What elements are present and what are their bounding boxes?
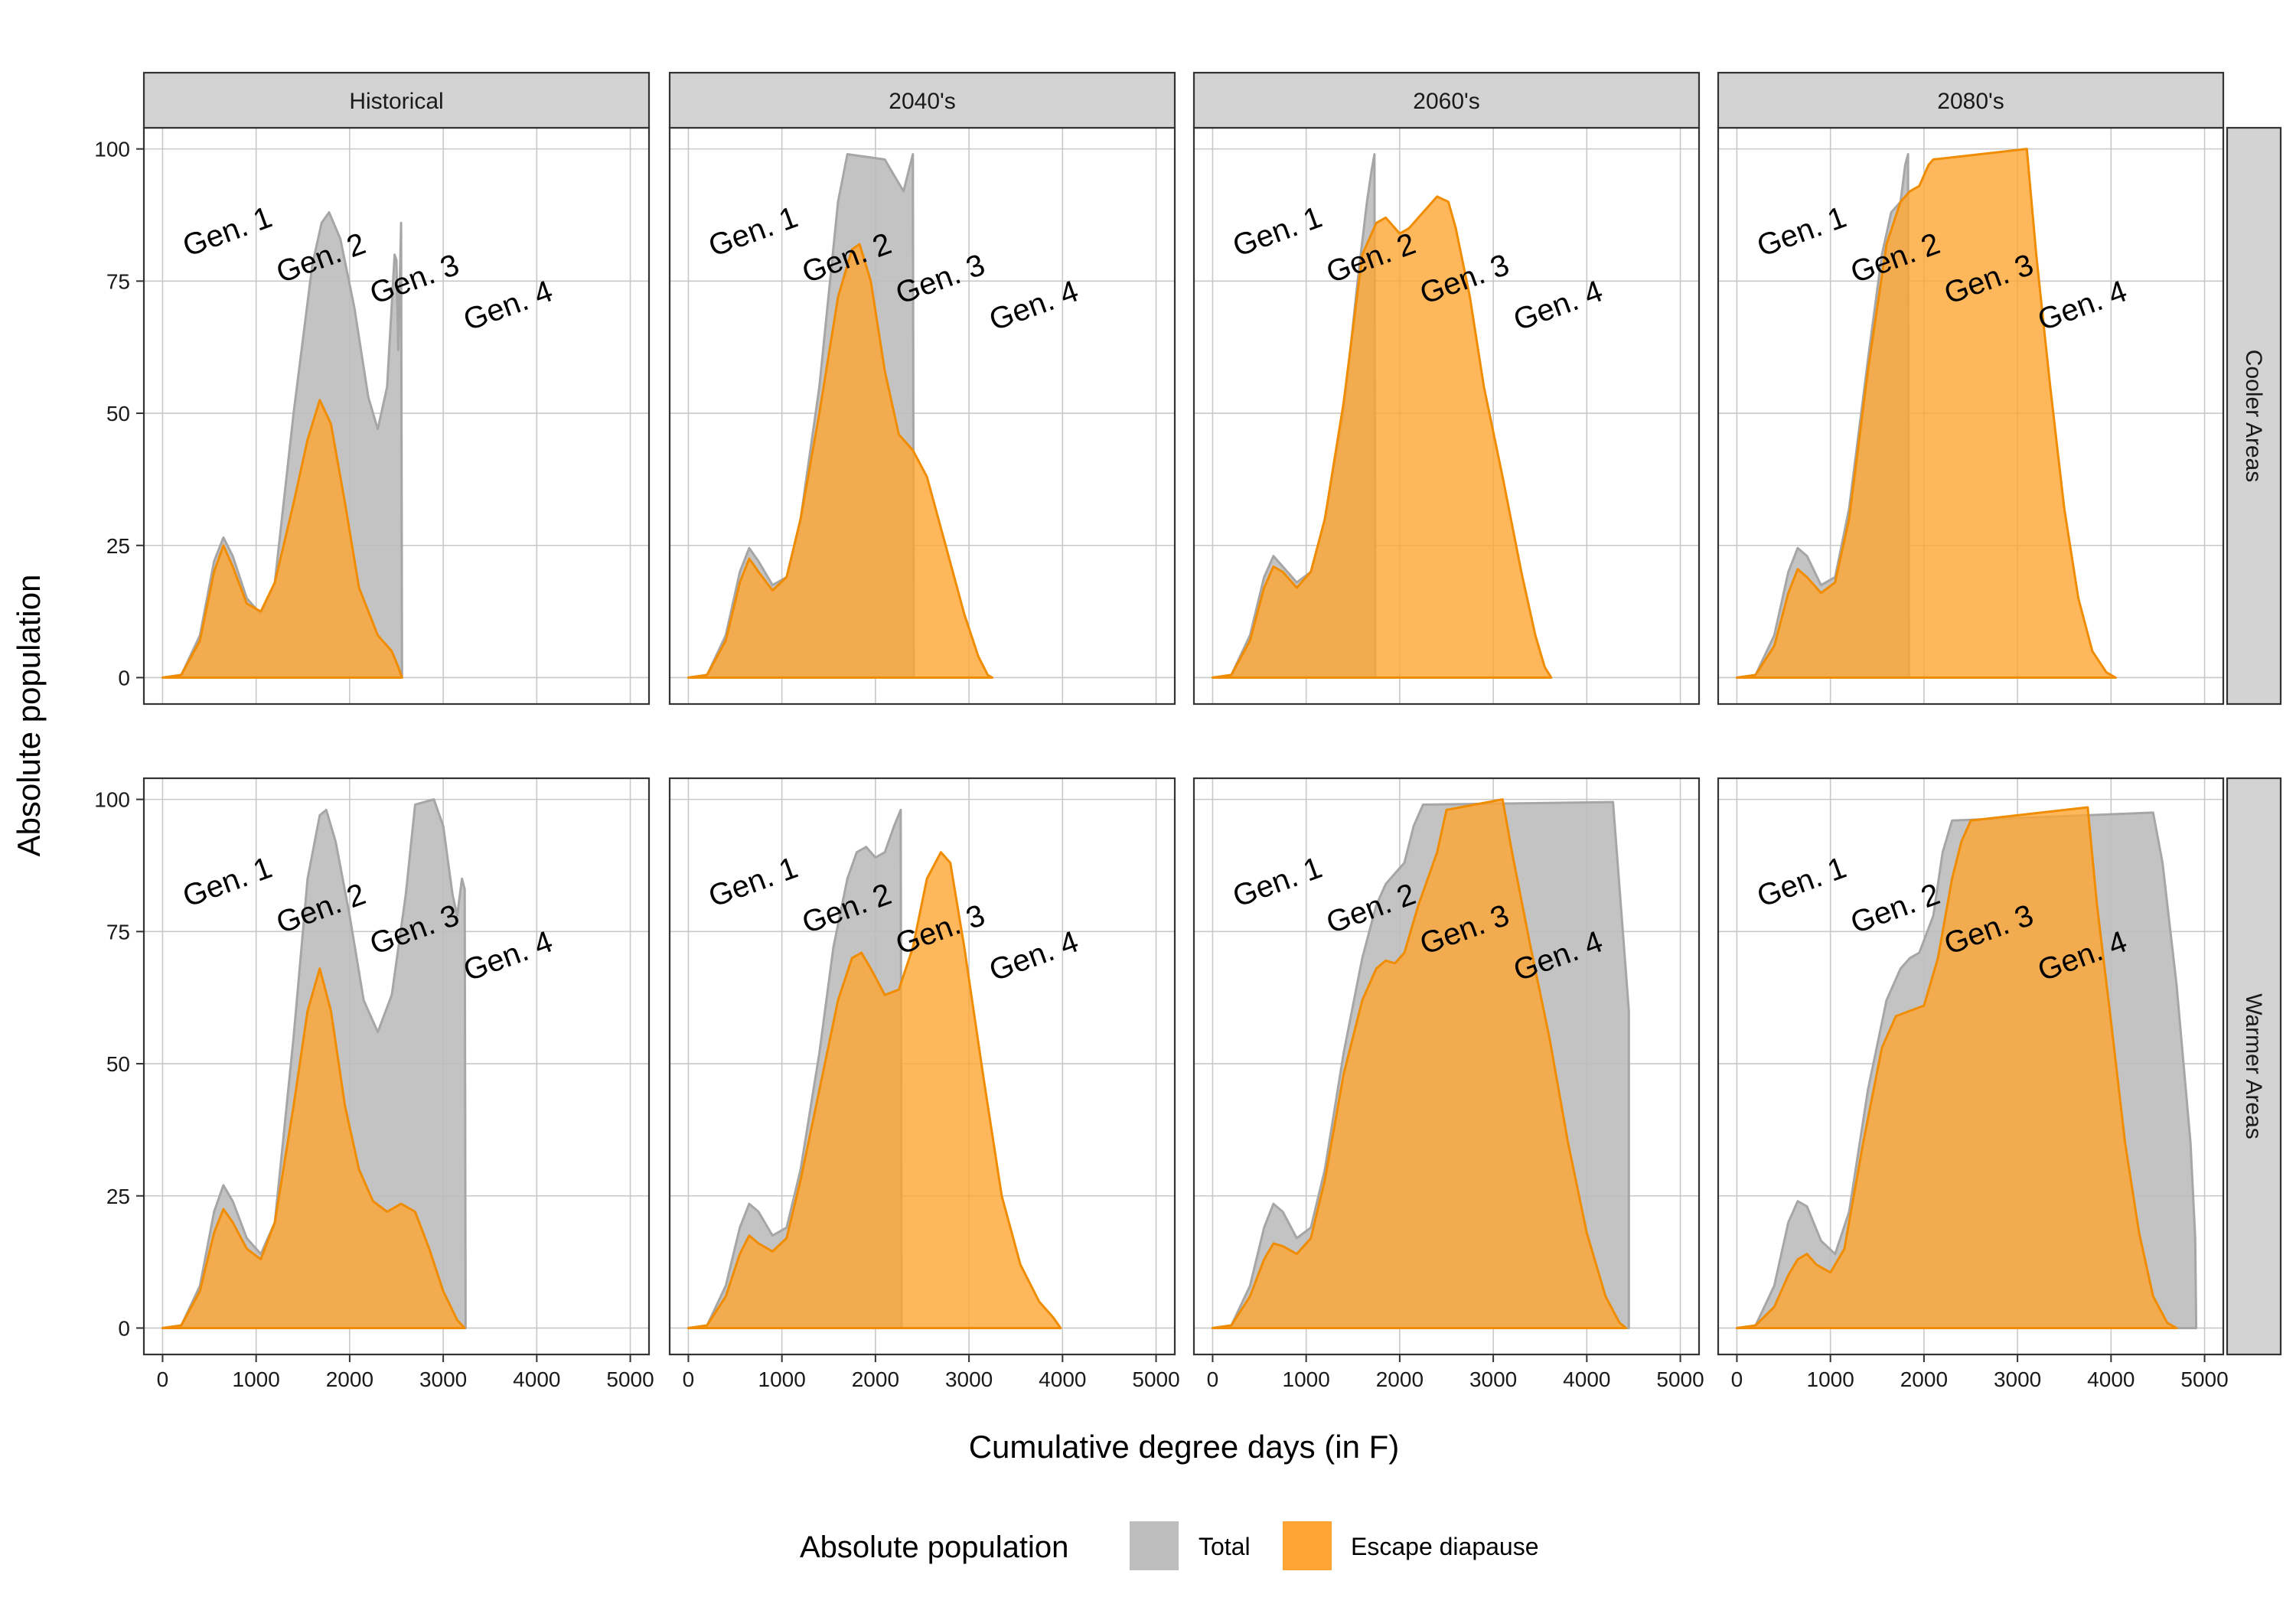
- x-tick-label: 5000: [606, 1367, 654, 1391]
- x-tick-label: 4000: [1563, 1367, 1610, 1391]
- y-tick-label: 75: [106, 920, 130, 944]
- column-strip: [668, 71, 1176, 129]
- x-tick-label: 2000: [1376, 1367, 1424, 1391]
- y-tick-label: 0: [118, 666, 130, 689]
- x-tick-label: 0: [1731, 1367, 1743, 1391]
- area-escape-diapause: [687, 243, 994, 679]
- area-escape-diapause: [1735, 806, 2178, 1329]
- x-tick-label: 4000: [2087, 1367, 2135, 1391]
- y-tick-label: 75: [106, 269, 130, 293]
- legend-key-total: [1130, 1521, 1179, 1570]
- y-tick-label: 50: [106, 1052, 130, 1076]
- area-escape-diapause: [1211, 195, 1553, 679]
- area-escape-diapause: [161, 967, 466, 1329]
- column-strip: [1192, 71, 1701, 129]
- legend-label-total: Total: [1199, 1533, 1251, 1560]
- column-strip-label: 2040's: [889, 89, 955, 114]
- x-tick-label: 0: [683, 1367, 695, 1391]
- x-axis: 0 1000 2000 3000 4000 5000 0 1000 2000 3000 4000 50…: [157, 1354, 2229, 1391]
- legend-label-escape-diapause: Escape diapause: [1351, 1533, 1539, 1560]
- x-tick-label: 3000: [945, 1367, 993, 1391]
- x-axis-title: Cumulative degree days (in F): [969, 1429, 1400, 1465]
- x-tick-label: 3000: [1994, 1367, 2041, 1391]
- x-tick-label: 3000: [1469, 1367, 1517, 1391]
- x-tick-label: 1000: [758, 1367, 806, 1391]
- column-strip-label: 2060's: [1413, 89, 1479, 114]
- panel-border: [142, 777, 651, 1356]
- x-tick-label: 1000: [1807, 1367, 1854, 1391]
- legend: Absolute population Total Escape diapaus…: [800, 1521, 1539, 1570]
- x-tick-label: 4000: [513, 1367, 560, 1391]
- x-tick-label: 2000: [1900, 1367, 1948, 1391]
- x-tick-label: 4000: [1039, 1367, 1086, 1391]
- x-tick-label: 0: [157, 1367, 169, 1391]
- row-strip: [2226, 777, 2282, 1356]
- column-strip: [142, 71, 651, 129]
- column-strip-label: Historical: [349, 89, 443, 114]
- x-tick-label: 2000: [326, 1367, 373, 1391]
- panel-border: [668, 777, 1176, 1356]
- column-strip: [1717, 71, 2225, 129]
- x-tick-label: 0: [1207, 1367, 1219, 1391]
- x-tick-label: 5000: [2180, 1367, 2228, 1391]
- y-axis-title: Absolute population: [11, 575, 47, 857]
- x-tick-label: 3000: [419, 1367, 467, 1391]
- area-escape-diapause: [161, 399, 403, 679]
- y-tick-label: 25: [106, 534, 130, 558]
- legend-key-escape-diapause: [1283, 1521, 1332, 1570]
- column-strips: Historical 2040's 2060's 2080's: [142, 71, 2225, 129]
- panel-border: [1192, 777, 1701, 1356]
- panel-border: [1717, 777, 2225, 1356]
- column-strip-label: 2080's: [1937, 89, 2004, 114]
- row-strip: [2226, 126, 2282, 706]
- y-axis: 0 25 50 75 100 0 25 50 75 100: [94, 138, 144, 1340]
- y-tick-label: 100: [94, 788, 130, 812]
- y-tick-label: 100: [94, 138, 130, 161]
- row-strip-label: Cooler Areas: [2241, 350, 2266, 482]
- area-escape-diapause: [687, 851, 1062, 1329]
- row-strips: Cooler Areas Warmer Areas: [2226, 126, 2282, 1356]
- area-escape-diapause: [1211, 798, 1628, 1329]
- x-tick-label: 5000: [1656, 1367, 1704, 1391]
- y-tick-label: 50: [106, 402, 130, 425]
- y-tick-label: 0: [118, 1316, 130, 1340]
- x-tick-label: 1000: [233, 1367, 280, 1391]
- x-tick-label: 5000: [1132, 1367, 1179, 1391]
- x-tick-label: 2000: [852, 1367, 899, 1391]
- y-tick-label: 25: [106, 1185, 130, 1208]
- row-strip-label: Warmer Areas: [2241, 993, 2266, 1139]
- x-tick-label: 1000: [1283, 1367, 1330, 1391]
- area-escape-diapause: [1735, 148, 2117, 679]
- legend-title: Absolute population: [800, 1530, 1068, 1564]
